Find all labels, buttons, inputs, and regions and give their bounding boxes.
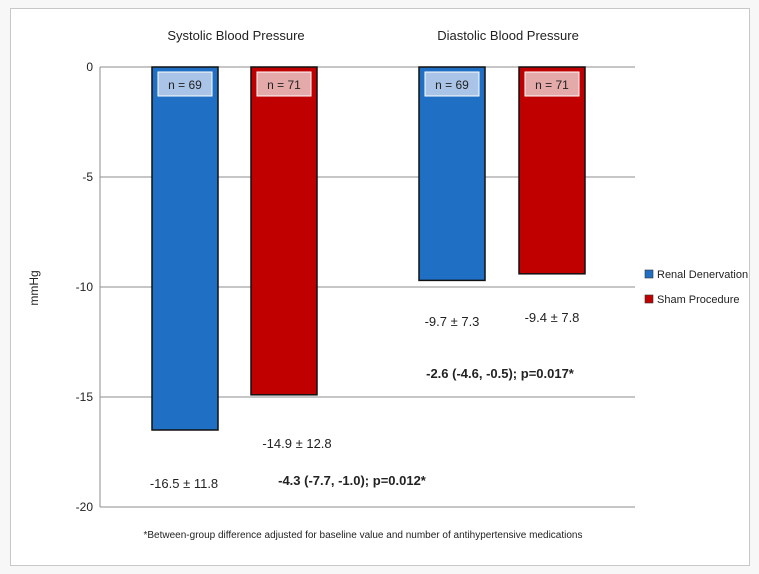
value-label: -16.5 ± 11.8 bbox=[150, 476, 218, 491]
n-label-box bbox=[256, 71, 312, 97]
n-label-box bbox=[524, 71, 580, 97]
legend-swatch-sham bbox=[644, 294, 654, 304]
bar bbox=[151, 66, 219, 431]
bar bbox=[250, 66, 318, 396]
n-label-box bbox=[157, 71, 213, 97]
footnote: *Between-group difference adjusted for b… bbox=[144, 530, 583, 541]
y-axis-label: mmHg bbox=[27, 270, 41, 305]
y-tick-label: -20 bbox=[76, 500, 94, 514]
y-tick-label: -5 bbox=[82, 170, 93, 184]
bar bbox=[418, 66, 486, 282]
category-title: Diastolic Blood Pressure bbox=[437, 28, 579, 43]
y-tick-label: -15 bbox=[76, 390, 94, 404]
n-label-box bbox=[424, 71, 480, 97]
value-label: -14.9 ± 12.8 bbox=[262, 436, 331, 451]
y-tick-label: 0 bbox=[86, 60, 93, 74]
legend: Renal Denervation Sham Procedure bbox=[644, 269, 748, 306]
y-tick-label: -10 bbox=[76, 280, 94, 294]
n-label: n = 69 bbox=[168, 78, 202, 92]
value-label: -9.4 ± 7.8 bbox=[525, 310, 580, 325]
legend-label-renal: Renal Denervation bbox=[657, 269, 748, 281]
legend-label-sham: Sham Procedure bbox=[657, 294, 740, 306]
value-label: -9.7 ± 7.3 bbox=[425, 314, 480, 329]
bar bbox=[518, 66, 586, 275]
difference-label: -2.6 (-4.6, -0.5); p=0.017* bbox=[426, 366, 575, 381]
n-label: n = 71 bbox=[535, 78, 569, 92]
n-label: n = 71 bbox=[267, 78, 301, 92]
legend-swatch-renal bbox=[644, 269, 654, 279]
n-label: n = 69 bbox=[435, 78, 469, 92]
category-title: Systolic Blood Pressure bbox=[167, 28, 304, 43]
difference-label: -4.3 (-7.7, -1.0); p=0.012* bbox=[278, 473, 427, 488]
